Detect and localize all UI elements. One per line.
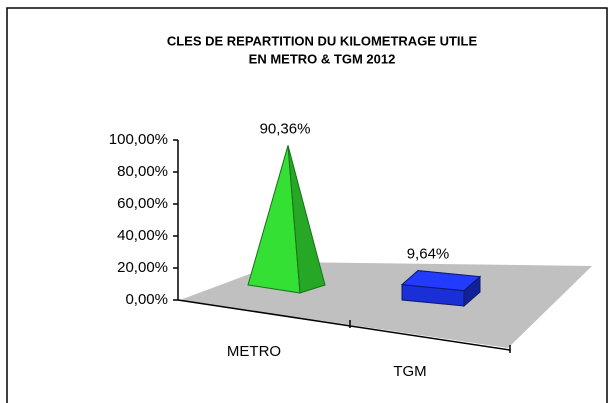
bar-face [400,270,482,292]
y-tick-label: 100,00% [109,131,168,148]
y-tick-label: 0,00% [125,291,168,308]
chart-title: CLES DE REPARTITION DU KILOMETRAGE UTILE [167,33,478,48]
bar [247,145,326,294]
y-tick-label: 80,00% [117,163,168,180]
value-label: 90,36% [260,120,311,137]
frame [6,7,608,403]
value-label: 9,64% [407,246,450,263]
x-tick-label: METRO [227,343,281,360]
x-axis [177,299,511,351]
bar [400,270,482,308]
floor [180,262,592,348]
y-tick-label: 60,00% [117,195,168,212]
x-tick-label: TGM [393,363,426,380]
y-tick-label: 40,00% [117,227,168,244]
chart-subtitle: EN METRO & TGM 2012 [249,51,396,66]
bar-face [287,145,326,294]
y-tick-label: 20,00% [117,259,168,276]
